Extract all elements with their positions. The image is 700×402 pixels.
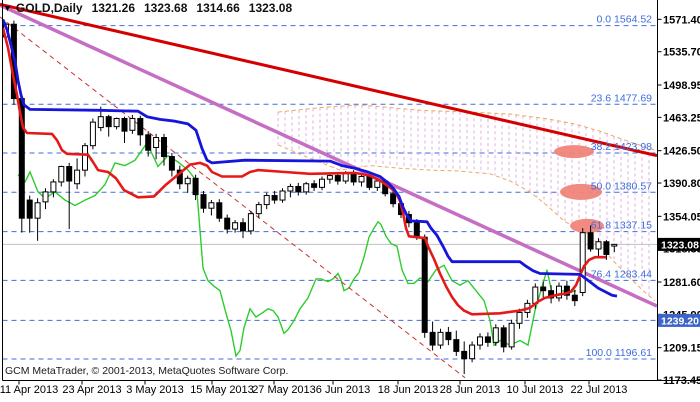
green-indicator-line xyxy=(17,141,577,358)
candlestick-series[interactable] xyxy=(3,20,618,375)
svg-text:3 May 2013: 3 May 2013 xyxy=(126,384,183,396)
svg-text:1498.95: 1498.95 xyxy=(663,80,700,92)
purple-trendline xyxy=(0,3,658,308)
svg-text:61.8 1337.15: 61.8 1337.15 xyxy=(591,220,652,232)
svg-text:1426.50: 1426.50 xyxy=(663,146,700,158)
svg-text:50.0 1380.57: 50.0 1380.57 xyxy=(591,180,652,192)
svg-text:27 May 2013: 27 May 2013 xyxy=(252,384,316,396)
svg-text:38.2 1423.98: 38.2 1423.98 xyxy=(591,141,652,153)
red-dashed-trendline xyxy=(0,16,466,379)
ohlc-low: 1314.66 xyxy=(196,1,240,15)
svg-text:10 Jul 2013: 10 Jul 2013 xyxy=(507,384,564,396)
red-ma-line xyxy=(1,27,606,316)
ohlc-high: 1323.68 xyxy=(144,1,188,15)
svg-text:100.0 1196.61: 100.0 1196.61 xyxy=(586,347,653,359)
red-trendline xyxy=(0,2,658,158)
chart-title: ▼ GOLD,Daily 1321.26 1323.68 1314.66 1323.08 xyxy=(3,1,292,15)
svg-text:22 Jul 2013: 22 Jul 2013 xyxy=(571,384,628,396)
svg-text:11 Apr 2013: 11 Apr 2013 xyxy=(0,384,58,396)
chart-marker-icon[interactable]: ▼ xyxy=(3,3,12,13)
ohlc-close: 1323.08 xyxy=(248,1,293,15)
svg-text:1281.60: 1281.60 xyxy=(663,277,700,289)
svg-text:1173.45: 1173.45 xyxy=(663,375,700,387)
fibonacci-levels xyxy=(2,25,658,360)
chart-symbol-period: GOLD,Daily xyxy=(15,1,83,15)
fibonacci-labels: 0.0 1564.52 23.6 1477.69 38.2 1423.98 50.0 … xyxy=(586,14,653,359)
svg-text:0.0 1564.52: 0.0 1564.52 xyxy=(597,14,653,26)
copyright-text: GCM MetaTrader, © 2001-2013, MetaQuotes … xyxy=(5,365,289,377)
x-axis: 11 Apr 2013 23 Apr 2013 3 May 2013 15 May 2… xyxy=(0,380,700,396)
svg-text:23 Apr 2013: 23 Apr 2013 xyxy=(62,384,121,396)
price-tag-level: 1239.20 xyxy=(658,313,700,327)
ohlc-open: 1321.26 xyxy=(91,1,135,15)
svg-text:1571.40: 1571.40 xyxy=(663,14,700,26)
svg-text:1323.08: 1323.08 xyxy=(661,239,699,251)
svg-text:1209.15: 1209.15 xyxy=(663,343,700,355)
svg-text:1535.70: 1535.70 xyxy=(663,47,700,59)
svg-text:1354.05: 1354.05 xyxy=(663,211,700,223)
svg-text:1390.80: 1390.80 xyxy=(663,178,700,190)
svg-text:76.4 1283.44: 76.4 1283.44 xyxy=(591,268,652,280)
svg-text:18 Jun 2013: 18 Jun 2013 xyxy=(378,384,439,396)
price-tag-current: 1323.08 xyxy=(658,237,700,251)
ichimoku-cloud xyxy=(277,104,656,302)
svg-text:1239.20: 1239.20 xyxy=(661,315,699,327)
svg-text:15 May 2013: 15 May 2013 xyxy=(190,384,254,396)
svg-text:6 Jun 2013: 6 Jun 2013 xyxy=(316,384,370,396)
resistance-ellipses xyxy=(554,145,604,233)
svg-text:23.6 1477.69: 23.6 1477.69 xyxy=(591,92,652,104)
blue-ma-line xyxy=(1,19,618,298)
svg-text:1463.25: 1463.25 xyxy=(663,112,700,124)
svg-text:28 Jun 2013: 28 Jun 2013 xyxy=(440,384,501,396)
